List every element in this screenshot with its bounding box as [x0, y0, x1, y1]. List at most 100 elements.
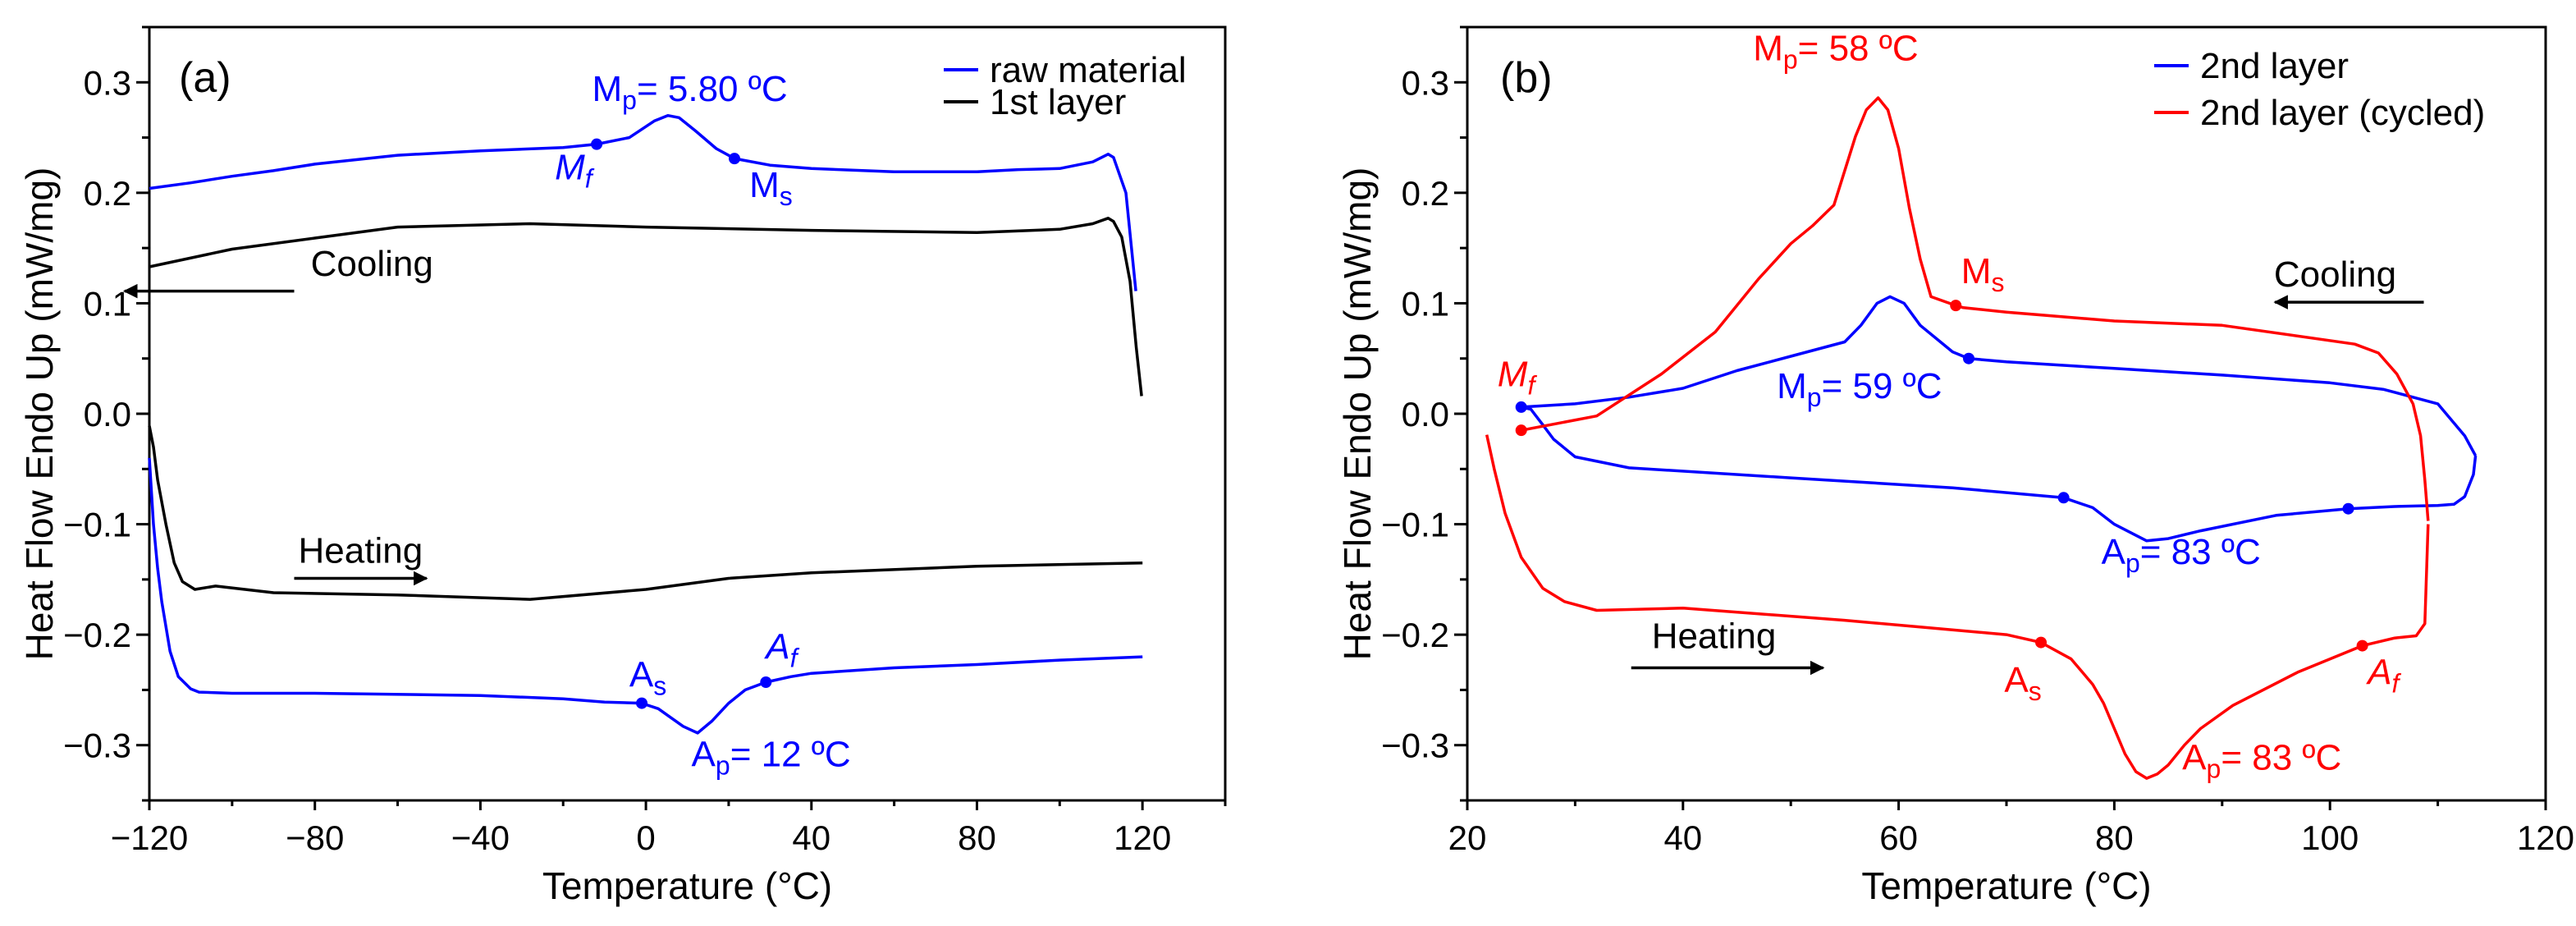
annotation-main: M	[555, 148, 585, 188]
y-tick-label: −0.2	[63, 616, 131, 654]
annotation: Ap= 83 ºC	[2102, 532, 2261, 578]
x-tick-label: 80	[958, 818, 996, 857]
y-tick-label: 0.2	[84, 174, 131, 213]
panel-label: (a)	[179, 54, 231, 102]
annotation-value: = 12 ºC	[730, 734, 851, 774]
annotation-main: M	[749, 165, 780, 205]
transition-point-marker	[1950, 300, 1962, 312]
annotation: Mp= 5.80 ºC	[593, 69, 788, 115]
annotation-subscript: s	[2029, 676, 2042, 706]
annotation-value: = 59 ºC	[1822, 366, 1942, 406]
x-tick-label: 100	[2301, 818, 2359, 857]
annotation-main: M	[1777, 366, 1807, 406]
series-line-1st-layer-heating	[148, 425, 1143, 601]
annotation-subscript: p	[716, 750, 730, 780]
series-line-2nd-layer	[1519, 295, 2478, 543]
annotation-main: A	[692, 734, 716, 774]
annotation: As	[629, 654, 666, 700]
annotation-value: = 5.80 ºC	[637, 69, 788, 109]
annotation: As	[2004, 660, 2041, 706]
panel-a: −120 −80 −40 0 40 80 120 −0.3 −0.2 −0.1 0.0 0.1 0.2 0…	[18, 25, 1227, 907]
transition-point-marker	[1515, 401, 1527, 413]
transition-point-marker	[2356, 639, 2368, 652]
annotation-main: A	[2102, 532, 2126, 572]
annotation: Mp= 58 ºC	[1753, 28, 1918, 74]
annotation: Ap= 83 ºC	[2182, 737, 2341, 783]
x-tick-label: 120	[1114, 818, 1171, 857]
annotation-value: = 83 ºC	[2221, 737, 2341, 777]
annotation-value: = 83 ºC	[2140, 532, 2261, 572]
transition-point-marker	[1515, 424, 1527, 437]
transition-point-marker	[591, 138, 603, 150]
annotation-main: Cooling	[311, 244, 433, 284]
series-line-2nd-layer-cycled-heating	[1485, 434, 2430, 780]
series-line-2nd-layer-cycled-	[1521, 96, 2430, 521]
x-tick-label: 60	[1879, 818, 1918, 857]
annotation: Mf	[555, 148, 595, 194]
annotation: Af	[763, 627, 799, 673]
x-tick-label: −80	[286, 818, 344, 857]
annotation-main: Heating	[299, 531, 423, 571]
plot-frame	[148, 25, 1227, 802]
legend-label: 2nd layer	[2200, 46, 2349, 86]
y-axis-title: Heat Flow Endo Up (mW/mg)	[18, 167, 61, 661]
annotation-main: A	[629, 654, 654, 694]
panel-b: 20 40 60 80 100 120 −0.3 −0.2 −0.1 0.0 0.1 0.2 0.3 Te…	[1336, 25, 2574, 907]
y-tick-label: 0.3	[84, 63, 131, 102]
x-axis-title: Temperature (°C)	[1861, 864, 2151, 907]
annotation: Heating	[299, 531, 423, 571]
transition-point-marker	[2342, 502, 2354, 515]
legend-label: raw material	[990, 50, 1187, 90]
annotation-subscript: p	[622, 85, 637, 115]
annotation-subscript: s	[1991, 268, 2004, 297]
annotation: Mp= 59 ºC	[1777, 366, 1942, 412]
x-tick-label: −120	[111, 818, 189, 857]
x-tick-label: 0	[636, 818, 655, 857]
x-tick-label: 40	[1663, 818, 1702, 857]
annotation-subscript: f	[790, 644, 800, 673]
y-tick-label: 0.1	[84, 284, 131, 323]
y-tick-label: −0.1	[63, 506, 131, 544]
legend-label: 2nd layer (cycled)	[2200, 93, 2485, 133]
transition-point-marker	[2035, 636, 2048, 649]
y-tick-label: −0.2	[1381, 616, 1449, 654]
x-tick-label: 40	[792, 818, 830, 857]
annotation-subscript: p	[1807, 383, 1822, 412]
annotation: Af	[2365, 653, 2401, 699]
annotation-subscript: f	[1527, 370, 1537, 400]
y-tick-label: −0.1	[1381, 506, 1449, 544]
annotation-subscript: f	[2392, 669, 2402, 699]
series-line-raw-material	[149, 113, 1137, 291]
panel-label: (b)	[1500, 54, 1553, 102]
annotation-main: Heating	[1652, 616, 1777, 656]
legend-label: 1st layer	[990, 82, 1126, 122]
annotation-subscript: p	[2207, 754, 2221, 783]
x-tick-label: 80	[2095, 818, 2134, 857]
y-tick-label: 0.2	[1402, 174, 1449, 213]
x-tick-label: −40	[451, 818, 510, 857]
x-tick-label: 120	[2517, 818, 2574, 857]
annotation-main: A	[2004, 660, 2029, 700]
annotation-main: M	[593, 69, 623, 109]
series-line-1st-layer	[149, 217, 1143, 397]
annotation: Ap= 12 ºC	[692, 734, 851, 780]
annotation-subscript: p	[2125, 548, 2140, 578]
annotation-main: M	[1498, 354, 1528, 394]
annotation: Mf	[1498, 354, 1538, 400]
y-tick-label: −0.3	[1381, 727, 1449, 765]
annotation: Ms	[749, 165, 793, 211]
annotation-main: A	[763, 627, 789, 667]
annotation-main: A	[2182, 737, 2207, 777]
y-tick-label: 0.0	[84, 395, 131, 433]
annotation: Cooling	[2274, 254, 2396, 295]
x-tick-label: 20	[1448, 818, 1487, 857]
annotation-main: Cooling	[2274, 254, 2396, 295]
transition-point-marker	[728, 153, 740, 165]
transition-point-marker	[760, 676, 772, 689]
annotation: Heating	[1652, 616, 1777, 656]
y-axis-title: Heat Flow Endo Up (mW/mg)	[1336, 167, 1379, 661]
annotation-subscript: f	[585, 164, 595, 194]
y-tick-label: 0.1	[1402, 284, 1449, 323]
annotation-subscript: s	[780, 181, 793, 211]
